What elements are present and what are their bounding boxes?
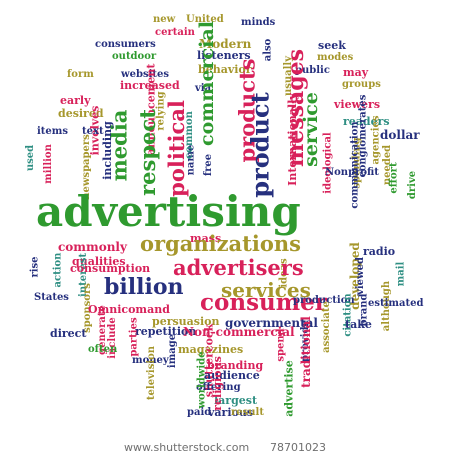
cloud-word-magazines: magazines <box>178 343 244 356</box>
cloud-word-largest: largest <box>214 394 258 407</box>
cloud-word-viewers: viewers <box>334 98 381 111</box>
cloud-word-result: result <box>231 407 264 418</box>
cloud-word-behavior: behavior <box>198 63 252 76</box>
cloud-word-mass: mass <box>190 232 222 245</box>
cloud-word-organizations: organizations <box>140 231 301 256</box>
cloud-word-used: used <box>25 144 37 172</box>
cloud-word-associate: associate <box>320 301 332 353</box>
cloud-word-seek: seek <box>318 39 346 52</box>
cloud-word-also: also <box>262 38 274 62</box>
cloud-word-production: production <box>293 295 355 306</box>
cloud-word-free: free <box>203 153 215 177</box>
cloud-word-form: form <box>67 69 94 80</box>
cloud-word-services: services <box>221 278 311 302</box>
cloud-word-repetition: repetition <box>135 325 197 338</box>
cloud-word-branding: branding <box>207 359 264 372</box>
cloud-word-text: text <box>82 126 104 137</box>
cloud-word-outdoor: outdoor <box>112 51 157 62</box>
cloud-word-consumers: consumers <box>95 39 156 50</box>
cloud-word-offering: offering <box>196 382 241 393</box>
cloud-word-television: television <box>146 345 158 401</box>
cloud-word-image: image <box>167 333 179 369</box>
cloud-word-radio: radio <box>363 245 396 258</box>
cloud-word-public: public <box>295 65 330 76</box>
cloud-word-non-commercial: Non-commercial <box>183 325 295 339</box>
word-cloud: new United minds certain consumers Modern seek… <box>25 14 424 419</box>
cloud-word-communication: communication <box>349 121 361 209</box>
cloud-word-mail: mail <box>395 261 407 287</box>
cloud-word-action: action <box>52 252 64 288</box>
cloud-word-estimated: estimated <box>368 298 424 309</box>
cloud-word-new: new <box>153 14 176 25</box>
cloud-word-nonprofit: Nonprofit <box>325 167 379 178</box>
cloud-word-advertisers: advertisers <box>173 255 304 280</box>
cloud-word-modern: Modern <box>199 37 252 51</box>
cloud-word-parties: parties <box>128 317 140 357</box>
cloud-word-audience: audience <box>204 369 260 382</box>
cloud-word-spend: spend <box>275 328 287 362</box>
cloud-word-money: money <box>132 355 169 366</box>
cloud-word-respect: respect <box>134 109 160 196</box>
cloud-word-paid: paid <box>187 407 212 418</box>
stock-footer-bar: www.shutterstock.com 78701023 <box>0 430 450 460</box>
cloud-word-persuasion: persuasion <box>152 315 220 328</box>
cloud-word-omnicomand: Omnicomand <box>88 303 170 316</box>
cloud-word-certain: certain <box>155 27 195 38</box>
stock-site-label: www.shutterstock.com <box>124 441 250 454</box>
cloud-word-service: service <box>299 92 322 167</box>
cloud-word-drive: drive <box>407 170 419 200</box>
cloud-word-traditional: traditional <box>298 316 313 388</box>
cloud-word-via: via <box>195 83 212 94</box>
cloud-word-worldwide: worldwide <box>196 351 208 409</box>
cloud-word-religious: religious <box>210 356 224 411</box>
cloud-word-listeners: listeners <box>197 49 251 62</box>
cloud-word-common: common <box>183 111 195 159</box>
stock-image-id: 78701023 <box>270 441 326 454</box>
cloud-word-increased: increased <box>120 79 180 92</box>
cloud-word-groups: groups <box>342 79 381 90</box>
cloud-word-readers: readers <box>343 115 390 128</box>
cloud-word-consumer: consumer <box>200 289 327 316</box>
cloud-word-ideological: ideological <box>322 132 334 194</box>
cloud-word-commonly: commonly <box>58 240 127 254</box>
cloud-word-effort: effort <box>388 162 400 194</box>
cloud-word-product: product <box>245 92 275 198</box>
cloud-word-qualities: qualities <box>72 255 126 268</box>
cloud-word-agencies: agencies <box>370 115 382 165</box>
cloud-word-advertise: advertise <box>282 360 296 417</box>
cloud-word-commercial: commercial <box>195 21 218 146</box>
cloud-word-united: United <box>186 14 224 25</box>
cloud-word-internationally: Internationally <box>285 93 299 186</box>
cloud-word-may: may <box>343 66 369 79</box>
cloud-word-take: take <box>345 318 372 331</box>
cloud-word-governmental: governmental <box>225 316 318 330</box>
cloud-word-million: million <box>42 144 54 184</box>
cloud-word-rise: rise <box>29 256 41 278</box>
cloud-word-including: including <box>100 121 114 180</box>
cloud-word-early: early <box>60 94 91 107</box>
cloud-word-direct: direct <box>50 327 87 340</box>
cloud-word-consumption: consumption <box>70 262 151 275</box>
cloud-word-modes: modes <box>317 52 354 63</box>
cloud-word-websites: websites <box>121 69 170 80</box>
cloud-word-states: States <box>34 292 69 303</box>
cloud-word-advertising: advertising <box>36 187 301 236</box>
cloud-word-often: often <box>88 344 118 355</box>
cloud-word-viewed: viewed <box>354 257 366 295</box>
cloud-word-items: items <box>37 126 68 137</box>
cloud-word-minds: minds <box>241 17 276 28</box>
cloud-word-dollar: dollar <box>380 128 420 142</box>
cloud-word-desired: desired <box>58 107 104 120</box>
cloud-word-billion: billion <box>104 274 184 300</box>
cloud-word-various: various <box>208 406 254 419</box>
